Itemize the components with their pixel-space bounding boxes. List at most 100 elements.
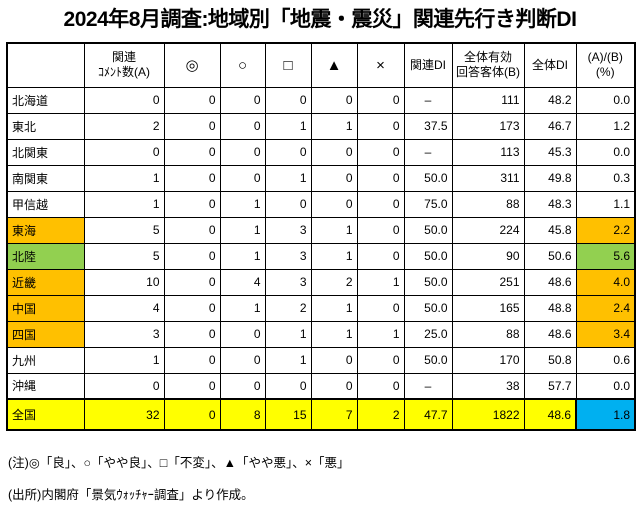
- cell-overall-di: 48.2: [523, 86, 577, 114]
- cell-mark-slightly-bad: 1: [310, 320, 358, 348]
- cell-related-di: 50.0: [403, 294, 453, 322]
- cell-overall-di: 45.3: [523, 138, 577, 166]
- cell-comment-count-a: 4: [83, 294, 165, 322]
- cell-a-b-ratio-pct: 2.4: [575, 294, 636, 322]
- cell-mark-unchanged: 0: [264, 138, 312, 166]
- cell-mark-good: 4: [219, 268, 266, 296]
- cell-mark-slightly-bad: 7: [310, 398, 358, 432]
- cell-a-b-ratio-pct: 1.2: [575, 112, 636, 140]
- cell-overall-di: 48.6: [523, 320, 577, 348]
- table-row-region: 北海道 0 0 0 0 0 0–111 48.2 0.0: [6, 86, 636, 114]
- region-name: 中国: [6, 294, 85, 322]
- cell-mark-good: 1: [219, 216, 266, 244]
- cell-mark-good: 1: [219, 190, 266, 218]
- cell-a-b-ratio-pct: 0.6: [575, 346, 636, 374]
- cell-mark-bad: 0: [356, 242, 405, 270]
- cell-a-b-ratio-pct: 3.4: [575, 320, 636, 348]
- cell-comment-count-a: 0: [83, 372, 165, 400]
- table-header: 関連 ｺﾒﾝﾄ数(A) ◎ ○ □ ▲ × 関連DI 全体有効 回答客体(B) 全体DI (A)/…: [6, 42, 636, 88]
- cell-mark-excellent: 0: [163, 320, 221, 348]
- region-name: 北陸: [6, 242, 85, 270]
- col-header-overall-di: 全体DI: [523, 42, 577, 88]
- col-header-mark-slightly-bad: ▲: [310, 42, 358, 88]
- region-name: 全国: [6, 398, 85, 432]
- cell-mark-bad: 0: [356, 86, 405, 114]
- cell-mark-bad: 0: [356, 372, 405, 400]
- cell-mark-unchanged: 0: [264, 190, 312, 218]
- cell-overall-di: 49.8: [523, 164, 577, 192]
- cell-mark-excellent: 0: [163, 216, 221, 244]
- cell-mark-slightly-bad: 1: [310, 242, 358, 270]
- cell-related-di: 50.0: [403, 346, 453, 374]
- cell-overall-di: 50.8: [523, 346, 577, 374]
- cell-mark-excellent: 0: [163, 190, 221, 218]
- table-row-region: 東海 5 0 1 3 1 0 50.0 224 45.8 2.2: [6, 216, 636, 244]
- cell-mark-slightly-bad: 1: [310, 216, 358, 244]
- cell-valid-respondents-b: 90: [451, 242, 525, 270]
- cell-mark-slightly-bad: 0: [310, 86, 358, 114]
- col-header-mark-good: ○: [219, 42, 266, 88]
- cell-valid-respondents-b: 173: [451, 112, 525, 140]
- cell-overall-di: 48.3: [523, 190, 577, 218]
- cell-overall-di: 48.8: [523, 294, 577, 322]
- cell-valid-respondents-b: 38: [451, 372, 525, 400]
- col-header-comment-count-a: 関連 ｺﾒﾝﾄ数(A): [83, 42, 165, 88]
- cell-mark-unchanged: 1: [264, 320, 312, 348]
- cell-comment-count-a: 32: [83, 398, 165, 432]
- cell-mark-slightly-bad: 0: [310, 164, 358, 192]
- cell-mark-bad: 0: [356, 216, 405, 244]
- col-header-region: [6, 42, 85, 88]
- cell-mark-good: 1: [219, 294, 266, 322]
- table-header-row: 関連 ｺﾒﾝﾄ数(A) ◎ ○ □ ▲ × 関連DI 全体有効 回答客体(B) 全体DI (A)/…: [6, 42, 636, 88]
- cell-a-b-ratio-pct: 1.8: [575, 398, 636, 432]
- cell-valid-respondents-b: 1822: [451, 398, 525, 432]
- cell-overall-di: 46.7: [523, 112, 577, 140]
- region-name: 北海道: [6, 86, 85, 114]
- table-row-region: 近畿 10 0 4 3 2 1 50.0 251 48.6 4.0: [6, 268, 636, 296]
- cell-mark-unchanged: 3: [264, 268, 312, 296]
- cell-mark-bad: 0: [356, 138, 405, 166]
- note-source: (出所)内閣府「景気ｳｫｯﾁｬｰ調査」より作成。: [8, 487, 254, 502]
- cell-related-di: 50.0: [403, 164, 453, 192]
- cell-mark-good: 1: [219, 242, 266, 270]
- cell-mark-bad: 0: [356, 346, 405, 374]
- cell-valid-respondents-b: 251: [451, 268, 525, 296]
- cell-mark-unchanged: 1: [264, 164, 312, 192]
- table-row-region: 南関東 1 0 0 1 0 0 50.0 311 49.8 0.3: [6, 164, 636, 192]
- cell-comment-count-a: 1: [83, 346, 165, 374]
- col-header-mark-unchanged: □: [264, 42, 312, 88]
- cell-mark-slightly-bad: 1: [310, 294, 358, 322]
- cell-valid-respondents-b: 165: [451, 294, 525, 322]
- cell-valid-respondents-b: 88: [451, 190, 525, 218]
- cell-mark-good: 0: [219, 320, 266, 348]
- cell-mark-unchanged: 3: [264, 216, 312, 244]
- table-row-region: 北関東 0 0 0 0 0 0–113 45.3 0.0: [6, 138, 636, 166]
- cell-mark-slightly-bad: 0: [310, 138, 358, 166]
- cell-a-b-ratio-pct: 5.6: [575, 242, 636, 270]
- cell-mark-unchanged: 3: [264, 242, 312, 270]
- cell-mark-good: 0: [219, 164, 266, 192]
- cell-mark-bad: 0: [356, 294, 405, 322]
- cell-mark-good: 0: [219, 138, 266, 166]
- cell-mark-excellent: 0: [163, 138, 221, 166]
- cell-comment-count-a: 5: [83, 242, 165, 270]
- footnotes: (注)◎「良」、○「やや良」、□「不変」、▲「やや悪」、×「悪」 (出所)内閣府…: [8, 455, 640, 504]
- region-name: 南関東: [6, 164, 85, 192]
- cell-comment-count-a: 5: [83, 216, 165, 244]
- cell-mark-excellent: 0: [163, 294, 221, 322]
- cell-mark-excellent: 0: [163, 242, 221, 270]
- cell-comment-count-a: 1: [83, 164, 165, 192]
- cell-comment-count-a: 0: [83, 138, 165, 166]
- cell-a-b-ratio-pct: 0.0: [575, 86, 636, 114]
- cell-mark-unchanged: 1: [264, 112, 312, 140]
- regional-di-table: 関連 ｺﾒﾝﾄ数(A) ◎ ○ □ ▲ × 関連DI 全体有効 回答客体(B) 全体DI (A)/…: [6, 42, 636, 432]
- cell-related-di: 50.0: [403, 242, 453, 270]
- cell-related-di: 25.0: [403, 320, 453, 348]
- cell-mark-unchanged: 15: [264, 398, 312, 432]
- note-legend: (注)◎「良」、○「やや良」、□「不変」、▲「やや悪」、×「悪」: [8, 456, 350, 471]
- cell-mark-slightly-bad: 2: [310, 268, 358, 296]
- cell-mark-slightly-bad: 0: [310, 372, 358, 400]
- table-row-region: 四国 3 0 0 1 1 1 25.0 88 48.6 3.4: [6, 320, 636, 348]
- table-body: 北海道 0 0 0 0 0 0–111 48.2 0.0 東北 2 0 0 1 1 0 37.5 173 46.7 1…: [6, 86, 636, 432]
- cell-mark-unchanged: 0: [264, 86, 312, 114]
